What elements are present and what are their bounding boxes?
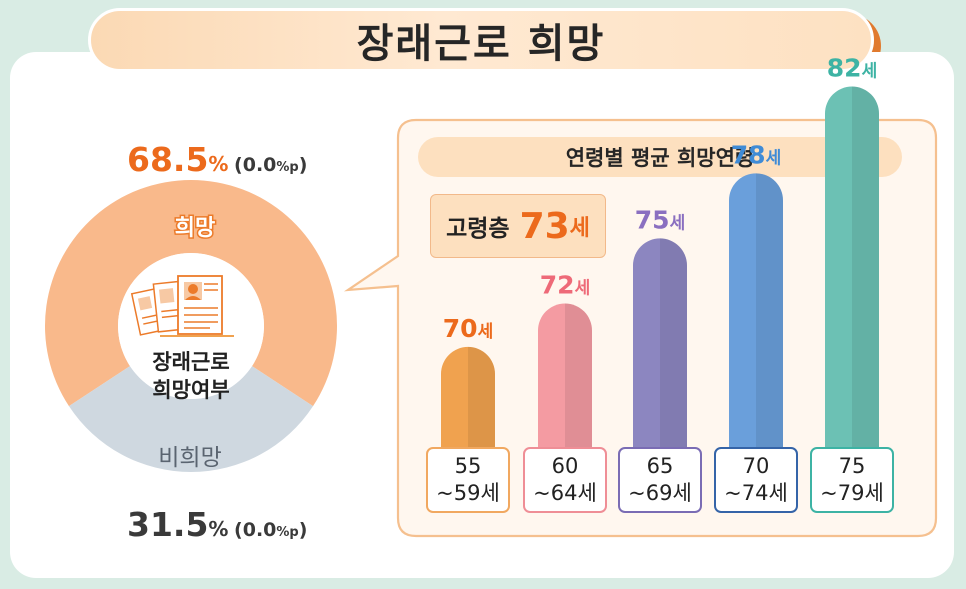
not-want-change-unit: %p: [276, 525, 299, 540]
bar-4: [729, 173, 783, 450]
category-label-4: 70 ~74세: [714, 447, 798, 513]
elderly-label: 고령층: [446, 216, 510, 242]
center-line-2: 희망여부: [152, 378, 230, 402]
category-line-2: ~64세: [533, 481, 597, 505]
bar-shade: [852, 86, 879, 451]
bar-shade: [468, 346, 495, 450]
category-line-1: 65: [646, 454, 674, 478]
bar-shade: [565, 303, 592, 450]
not-want-label: 비희망: [158, 445, 222, 471]
category-label-2: 60 ~64세: [523, 447, 607, 513]
category-line-1: 70: [742, 454, 770, 478]
bar-value-label: 78세: [731, 140, 781, 169]
category-label-1: 55 ~59세: [426, 447, 510, 513]
category-line-2: ~79세: [820, 481, 884, 505]
elderly-unit: 세: [569, 216, 590, 241]
bar-body: [825, 86, 879, 450]
bar-value-label: 82세: [827, 54, 877, 83]
donut-segment-not-want: [68, 366, 314, 472]
page-title: 장래근로 희망: [88, 8, 874, 72]
want-change-close: ): [298, 154, 308, 176]
want-label: 희망: [173, 215, 216, 243]
resume-documents-icon: [130, 275, 234, 337]
category-line-2: ~59세: [436, 481, 500, 505]
category-line-2: ~69세: [628, 481, 692, 505]
want-percent-sign: %: [208, 152, 229, 176]
want-value: 68.5: [127, 140, 209, 179]
elderly-value: 73: [519, 205, 570, 247]
bar-body: [633, 238, 687, 450]
bar-2: [538, 303, 592, 450]
category-line-1: 60: [551, 454, 579, 478]
bar-shade: [756, 173, 783, 450]
bar-1: [441, 346, 495, 450]
category-line-1: 55: [454, 454, 482, 478]
bar-shade: [660, 238, 687, 450]
center-line-1: 장래근로: [152, 350, 230, 374]
category-label-3: 65 ~69세: [618, 447, 702, 513]
bar-5: [825, 86, 879, 451]
category-line-2: ~74세: [724, 481, 788, 505]
donut-segment-want: [45, 180, 337, 407]
not-want-change-close: ): [298, 519, 308, 541]
bar-body: [729, 173, 783, 450]
not-want-percent-sign: %: [208, 517, 229, 541]
want-stat: 68.5% (0.0%p): [127, 140, 307, 179]
category-line-1: 75: [838, 454, 866, 478]
bar-body: [538, 303, 592, 450]
bar-value-label: 75세: [635, 205, 685, 234]
bar-value-label: 72세: [540, 271, 590, 300]
donut-center-text: 장래근로 희망여부: [136, 348, 246, 404]
bar-value-label: 70세: [443, 314, 493, 343]
bar-body: [441, 346, 495, 450]
want-change-open: (0.0: [234, 154, 277, 176]
elderly-average-box: 고령층 73 세: [430, 194, 606, 258]
panel-subtitle: 연령별 평균 희망연령: [418, 137, 902, 177]
category-label-5: 75 ~79세: [810, 447, 894, 513]
not-want-stat: 31.5% (0.0%p): [127, 505, 307, 544]
bar-3: [633, 238, 687, 450]
want-change-unit: %p: [276, 160, 299, 175]
not-want-change-open: (0.0: [234, 519, 277, 541]
not-want-value: 31.5: [127, 505, 209, 544]
